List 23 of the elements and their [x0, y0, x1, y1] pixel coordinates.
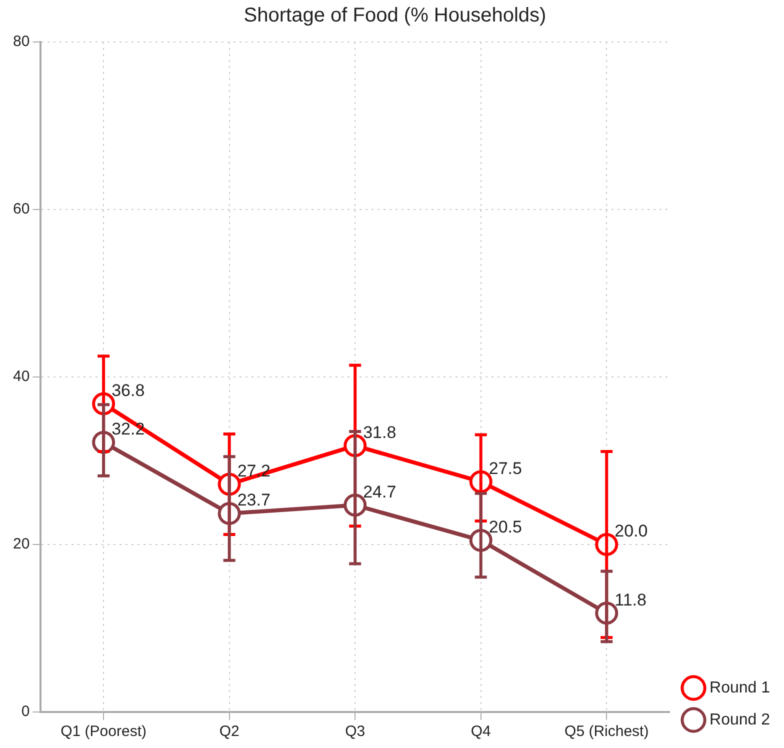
- x-tick-label: Q1 (Poorest): [60, 723, 147, 740]
- data-label: 24.7: [363, 482, 396, 502]
- y-tick-label: 40: [12, 368, 30, 386]
- legend-label: Round 1: [710, 679, 770, 696]
- data-label: 27.2: [237, 461, 270, 480]
- chart-title: Shortage of Food (% Households): [244, 4, 546, 27]
- y-tick-label: 60: [12, 200, 30, 218]
- y-tick-label: 0: [21, 703, 30, 720]
- x-tick-label: Q2: [219, 723, 240, 740]
- x-tick-label: Q5 (Richest): [564, 723, 649, 740]
- x-tick-label: Q4: [470, 723, 491, 740]
- data-label: 27.5: [488, 458, 522, 478]
- data-label: 23.7: [237, 490, 270, 510]
- y-tick-label: 80: [12, 33, 30, 50]
- x-tick-label: Q3: [345, 723, 366, 740]
- data-label: 36.8: [112, 380, 145, 400]
- data-label: 20.5: [488, 518, 522, 536]
- data-label: 31.8: [363, 422, 396, 442]
- data-label: 32.2: [112, 420, 145, 439]
- data-label: 20.0: [614, 522, 648, 541]
- legend-label: Round 2: [710, 711, 770, 728]
- data-label: 11.8: [614, 590, 646, 610]
- y-tick-label: 20: [12, 536, 30, 553]
